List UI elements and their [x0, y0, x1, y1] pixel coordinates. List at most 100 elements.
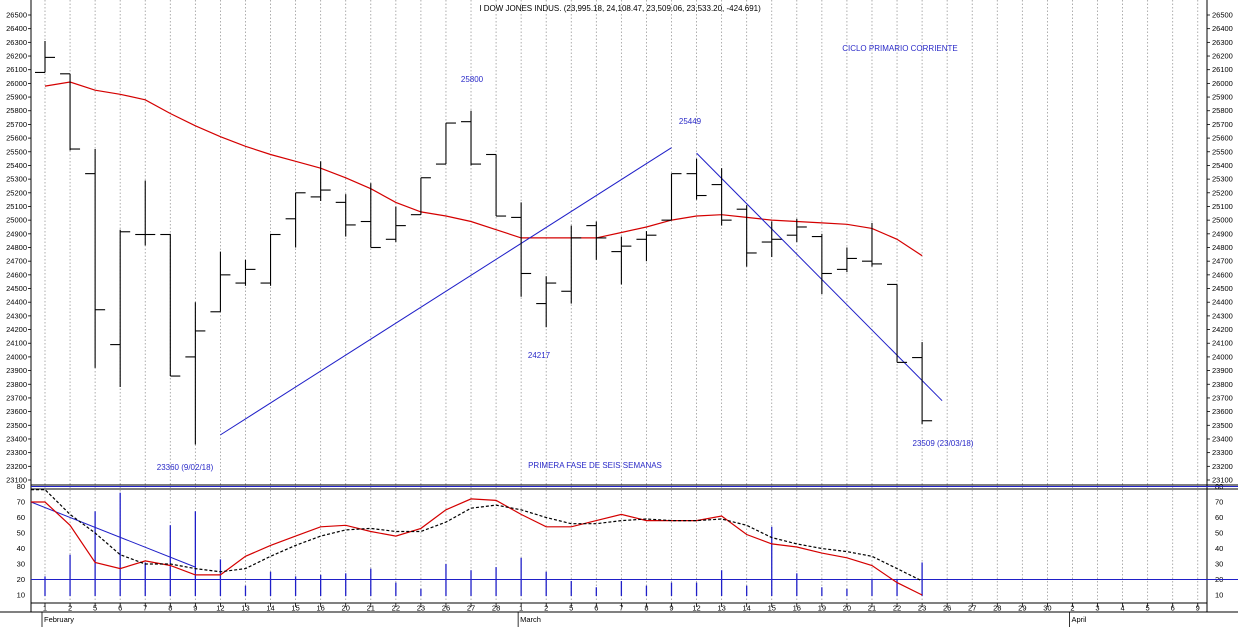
y-tick-label-left: 25700 [6, 120, 27, 129]
y-tick-label-left: 25500 [6, 147, 27, 156]
y-tick-label-right: 24100 [1212, 339, 1233, 348]
osc-tick-label-right: 10 [1215, 591, 1223, 600]
month-label: April [1071, 615, 1086, 624]
y-tick-label-left: 23100 [6, 476, 27, 485]
y-tick-label-left: 23900 [6, 366, 27, 375]
y-tick-label-right: 26100 [1212, 65, 1233, 74]
month-label: March [520, 615, 541, 624]
y-tick-label-right: 24600 [1212, 270, 1233, 279]
x-tick-label: 6 [594, 604, 598, 613]
x-tick-label: 4 [1120, 604, 1124, 613]
x-tick-label: 9 [1196, 604, 1200, 613]
x-tick-label: 6 [1171, 604, 1175, 613]
x-tick-label: 29 [1018, 604, 1026, 613]
y-tick-label-left: 25200 [6, 188, 27, 197]
x-tick-label: 26 [943, 604, 951, 613]
x-tick-label: 27 [467, 604, 475, 613]
y-tick-label-right: 26200 [1212, 52, 1233, 61]
y-tick-label-left: 25300 [6, 175, 27, 184]
y-tick-label-left: 23600 [6, 407, 27, 416]
y-tick-label-right: 24900 [1212, 229, 1233, 238]
y-tick-label-left: 26200 [6, 52, 27, 61]
x-tick-label: 23 [918, 604, 926, 613]
y-tick-label-left: 24000 [6, 352, 27, 361]
y-tick-label-right: 23400 [1212, 434, 1233, 443]
x-tick-label: 12 [692, 604, 700, 613]
x-tick-label: 21 [868, 604, 876, 613]
y-tick-label-right: 23800 [1212, 380, 1233, 389]
x-tick-label: 2 [68, 604, 72, 613]
x-tick-label: 3 [1095, 604, 1099, 613]
y-tick-label-left: 24800 [6, 243, 27, 252]
y-tick-label-left: 25900 [6, 93, 27, 102]
y-tick-label-right: 26500 [1212, 11, 1233, 20]
y-tick-label-right: 24400 [1212, 298, 1233, 307]
y-tick-label-right: 25900 [1212, 93, 1233, 102]
x-tick-label: 6 [118, 604, 122, 613]
y-tick-label-right: 24300 [1212, 311, 1233, 320]
y-tick-label-right: 23900 [1212, 366, 1233, 375]
y-tick-label-right: 24500 [1212, 284, 1233, 293]
x-tick-label: 20 [843, 604, 851, 613]
y-tick-label-left: 25800 [6, 106, 27, 115]
oscillator-signal-line [31, 489, 923, 582]
y-tick-label-right: 25000 [1212, 216, 1233, 225]
osc-trendline [30, 501, 196, 568]
chart-annotation: 23360 (9/02/18) [157, 463, 214, 472]
y-tick-label-right: 23700 [1212, 393, 1233, 402]
x-tick-label: 14 [266, 604, 274, 613]
x-tick-label: 19 [818, 604, 826, 613]
chart-annotation: 25800 [461, 75, 484, 84]
osc-tick-label-left: 20 [17, 575, 25, 584]
osc-tick-label-left: 40 [17, 544, 25, 553]
x-tick-label: 22 [392, 604, 400, 613]
y-tick-label-right: 23200 [1212, 462, 1233, 471]
y-tick-label-right: 23100 [1212, 476, 1233, 485]
y-tick-label-left: 24100 [6, 339, 27, 348]
moving-average-line [44, 81, 923, 257]
y-tick-label-left: 23200 [6, 462, 27, 471]
y-tick-label-right: 24200 [1212, 325, 1233, 334]
y-tick-label-left: 26400 [6, 24, 27, 33]
y-tick-label-left: 24400 [6, 298, 27, 307]
y-tick-label-left: 26500 [6, 11, 27, 20]
x-tick-label: 26 [442, 604, 450, 613]
x-tick-label: 20 [342, 604, 350, 613]
y-tick-label-right: 24000 [1212, 352, 1233, 361]
x-tick-label: 5 [1146, 604, 1150, 613]
y-tick-label-right: 25300 [1212, 175, 1233, 184]
osc-tick-label-right: 60 [1215, 513, 1223, 522]
x-tick-label: 22 [893, 604, 901, 613]
y-tick-label-left: 25000 [6, 216, 27, 225]
x-tick-label: 27 [968, 604, 976, 613]
x-tick-label: 13 [717, 604, 725, 613]
y-tick-label-right: 25600 [1212, 134, 1233, 143]
x-tick-label: 16 [793, 604, 801, 613]
y-tick-label-right: 25800 [1212, 106, 1233, 115]
osc-tick-label-left: 10 [17, 591, 25, 600]
x-tick-label: 8 [644, 604, 648, 613]
y-tick-label-right: 23300 [1212, 448, 1233, 457]
y-tick-label-left: 23500 [6, 421, 27, 430]
y-tick-label-right: 25700 [1212, 120, 1233, 129]
x-tick-label: 14 [743, 604, 751, 613]
x-tick-label: 16 [316, 604, 324, 613]
y-tick-label-left: 25600 [6, 134, 27, 143]
y-tick-label-left: 23700 [6, 393, 27, 402]
y-tick-label-left: 24200 [6, 325, 27, 334]
x-tick-label: 5 [569, 604, 573, 613]
x-tick-label: 9 [669, 604, 673, 613]
month-label: February [44, 615, 74, 624]
osc-tick-label-left: 50 [17, 529, 25, 538]
y-tick-label-right: 25200 [1212, 188, 1233, 197]
y-tick-label-right: 23500 [1212, 421, 1233, 430]
y-tick-label-right: 26400 [1212, 24, 1233, 33]
y-tick-label-right: 26000 [1212, 79, 1233, 88]
y-tick-label-left: 23800 [6, 380, 27, 389]
oscillator-main-line [31, 498, 923, 596]
y-tick-label-right: 23600 [1212, 407, 1233, 416]
y-tick-label-right: 24700 [1212, 257, 1233, 266]
y-tick-label-left: 23300 [6, 448, 27, 457]
y-tick-label-left: 24900 [6, 229, 27, 238]
